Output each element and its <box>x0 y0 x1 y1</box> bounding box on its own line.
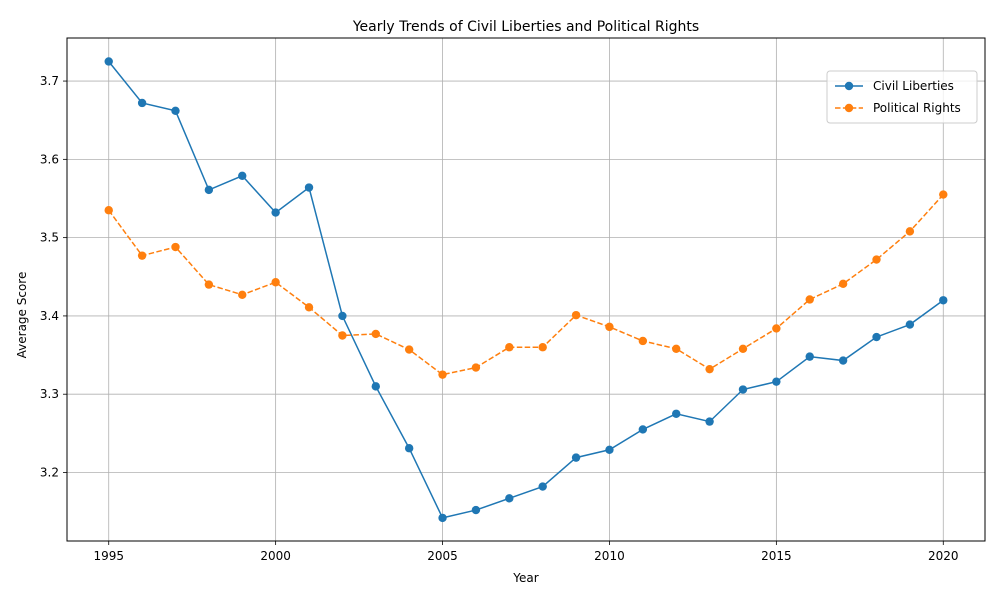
data-point-political-rights <box>371 329 380 339</box>
data-point-civil-liberties <box>838 356 848 365</box>
y-tick-label: 3.4 <box>40 309 59 323</box>
data-point-civil-liberties <box>772 377 781 386</box>
data-point-political-rights <box>505 343 514 352</box>
data-point-political-rights <box>772 324 781 333</box>
series-political-rights <box>104 190 948 379</box>
data-point-political-rights <box>872 255 881 264</box>
data-point-civil-liberties <box>304 183 314 192</box>
data-point-political-rights <box>605 322 614 332</box>
data-point-political-rights <box>538 343 547 352</box>
data-point-civil-liberties <box>271 208 280 217</box>
y-tick-label: 3.7 <box>40 74 59 88</box>
plot-frame <box>66 37 986 542</box>
data-point-political-rights <box>939 190 948 199</box>
data-point-civil-liberties <box>438 513 447 523</box>
data-point-political-rights <box>638 336 648 346</box>
data-point-civil-liberties <box>905 320 915 329</box>
x-tick-label: 2010 <box>594 549 625 563</box>
data-point-civil-liberties <box>705 417 714 426</box>
data-point-civil-liberties <box>471 505 481 515</box>
y-tick-label: 3.6 <box>40 152 59 166</box>
data-point-civil-liberties <box>204 185 214 195</box>
data-point-political-rights <box>104 206 113 215</box>
legend-label-political-rights: Political Rights <box>873 101 961 115</box>
legend-marker-political-rights <box>844 103 854 113</box>
data-point-civil-liberties <box>672 409 681 418</box>
data-point-civil-liberties <box>738 385 748 394</box>
data-point-political-rights <box>805 295 814 304</box>
x-tick-label: 2015 <box>761 549 792 563</box>
data-point-civil-liberties <box>505 494 514 503</box>
data-point-civil-liberties <box>805 352 814 361</box>
data-point-civil-liberties <box>872 332 881 342</box>
data-point-political-rights <box>905 227 915 236</box>
x-tick-label: 2005 <box>427 549 458 563</box>
grid <box>67 38 985 541</box>
data-point-political-rights <box>238 290 247 299</box>
y-axis-label: Average Score <box>15 272 29 359</box>
data-point-political-rights <box>304 303 314 312</box>
y-tick-label: 3.2 <box>40 465 59 479</box>
chart-title: Yearly Trends of Civil Liberties and Pol… <box>352 19 699 35</box>
data-point-political-rights <box>471 363 481 372</box>
series-line-civil-liberties <box>108 61 944 519</box>
data-point-political-rights <box>271 278 280 287</box>
data-point-political-rights <box>672 344 681 354</box>
data-point-political-rights <box>137 251 147 260</box>
data-point-political-rights <box>738 344 748 354</box>
data-point-political-rights <box>204 280 214 289</box>
data-point-civil-liberties <box>571 453 581 462</box>
data-point-political-rights <box>404 345 414 354</box>
data-point-political-rights <box>571 310 581 320</box>
x-tick-label: 2020 <box>928 549 959 563</box>
data-point-political-rights <box>338 331 347 340</box>
data-point-civil-liberties <box>338 311 347 321</box>
axis-ticks: 1995 2000 2005 2010 2015 2020 3.2 3.3 3.4 3.5 3.6 3… <box>40 74 959 563</box>
y-tick-label: 3.5 <box>40 231 59 245</box>
data-point-civil-liberties <box>605 445 614 454</box>
data-point-civil-liberties <box>238 171 247 180</box>
data-point-civil-liberties <box>171 106 180 116</box>
legend-marker-civil-liberties <box>844 81 854 91</box>
x-tick-label: 1995 <box>93 549 124 563</box>
data-point-political-rights <box>171 242 180 252</box>
data-point-political-rights <box>705 364 714 374</box>
data-point-civil-liberties <box>371 382 380 391</box>
data-point-civil-liberties <box>137 98 147 108</box>
y-tick-label: 3.3 <box>40 387 59 401</box>
data-point-political-rights <box>438 370 447 379</box>
x-axis-label: Year <box>512 571 538 585</box>
legend-label-civil-liberties: Civil Liberties <box>873 79 954 93</box>
data-point-civil-liberties <box>538 482 547 491</box>
legend-box <box>826 70 978 124</box>
series-line-political-rights <box>108 194 944 376</box>
data-point-civil-liberties <box>638 425 648 434</box>
x-tick-label: 2000 <box>260 549 291 563</box>
data-point-political-rights <box>838 279 848 289</box>
data-point-civil-liberties <box>104 57 113 66</box>
series-civil-liberties <box>104 57 948 523</box>
series-layer <box>104 57 948 523</box>
data-point-civil-liberties <box>939 296 948 305</box>
data-point-civil-liberties <box>404 444 414 453</box>
legend: Civil Liberties Political Rights <box>826 70 978 124</box>
